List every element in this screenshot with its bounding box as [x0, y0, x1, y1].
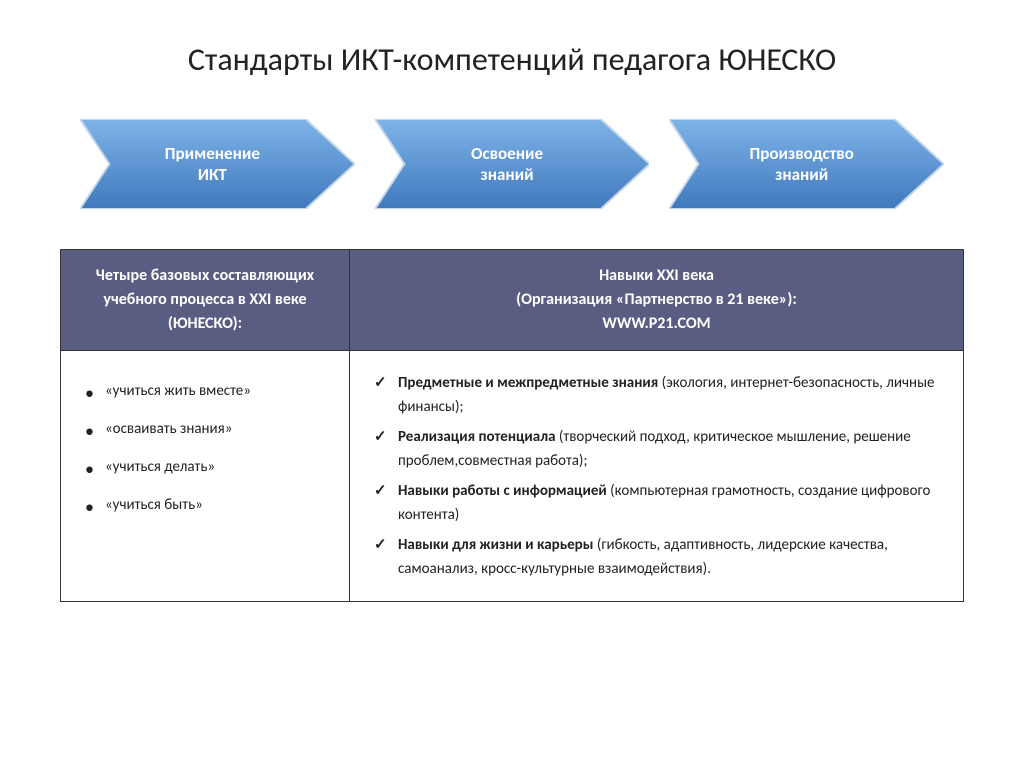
- table-cell-left: «учиться жить вместе» «осваивать знания»…: [61, 351, 350, 602]
- arrow-step-3: Производство знаний: [669, 119, 944, 209]
- competency-table: Четыре базовых составляющих учебного про…: [60, 249, 964, 602]
- table-header-left: Четыре базовых составляющих учебного про…: [61, 250, 350, 351]
- arrow-label: Производство знаний: [730, 143, 884, 185]
- arrow-label: Освоение знаний: [451, 143, 573, 185]
- arrow-step-1: Применение ИКТ: [80, 119, 355, 209]
- skills-list: Предметные и межпредметные знания (эколо…: [368, 371, 945, 581]
- unesco-list: «учиться жить вместе» «осваивать знания»…: [79, 379, 331, 517]
- arrow-step-2: Освоение знаний: [375, 119, 650, 209]
- arrow-label: Применение ИКТ: [145, 143, 290, 185]
- table-cell-right: Предметные и межпредметные знания (эколо…: [349, 351, 963, 602]
- list-item: «учиться быть»: [85, 493, 331, 517]
- list-item: Реализация потенциала (творческий подход…: [374, 425, 945, 473]
- list-item: «учиться делать»: [85, 455, 331, 479]
- list-item: «осваивать знания»: [85, 417, 331, 441]
- table-header-right: Навыки XXI века (Организация «Партнерств…: [349, 250, 963, 351]
- page-title: Стандарты ИКТ-компетенций педагога ЮНЕСК…: [60, 40, 964, 79]
- list-item: Предметные и межпредметные знания (эколо…: [374, 371, 945, 419]
- arrows-row: Применение ИКТ Освоение знаний Производс…: [60, 119, 964, 209]
- list-item: Навыки работы с информацией (компьютерна…: [374, 479, 945, 527]
- list-item: «учиться жить вместе»: [85, 379, 331, 403]
- list-item: Навыки для жизни и карьеры (гибкость, ад…: [374, 533, 945, 581]
